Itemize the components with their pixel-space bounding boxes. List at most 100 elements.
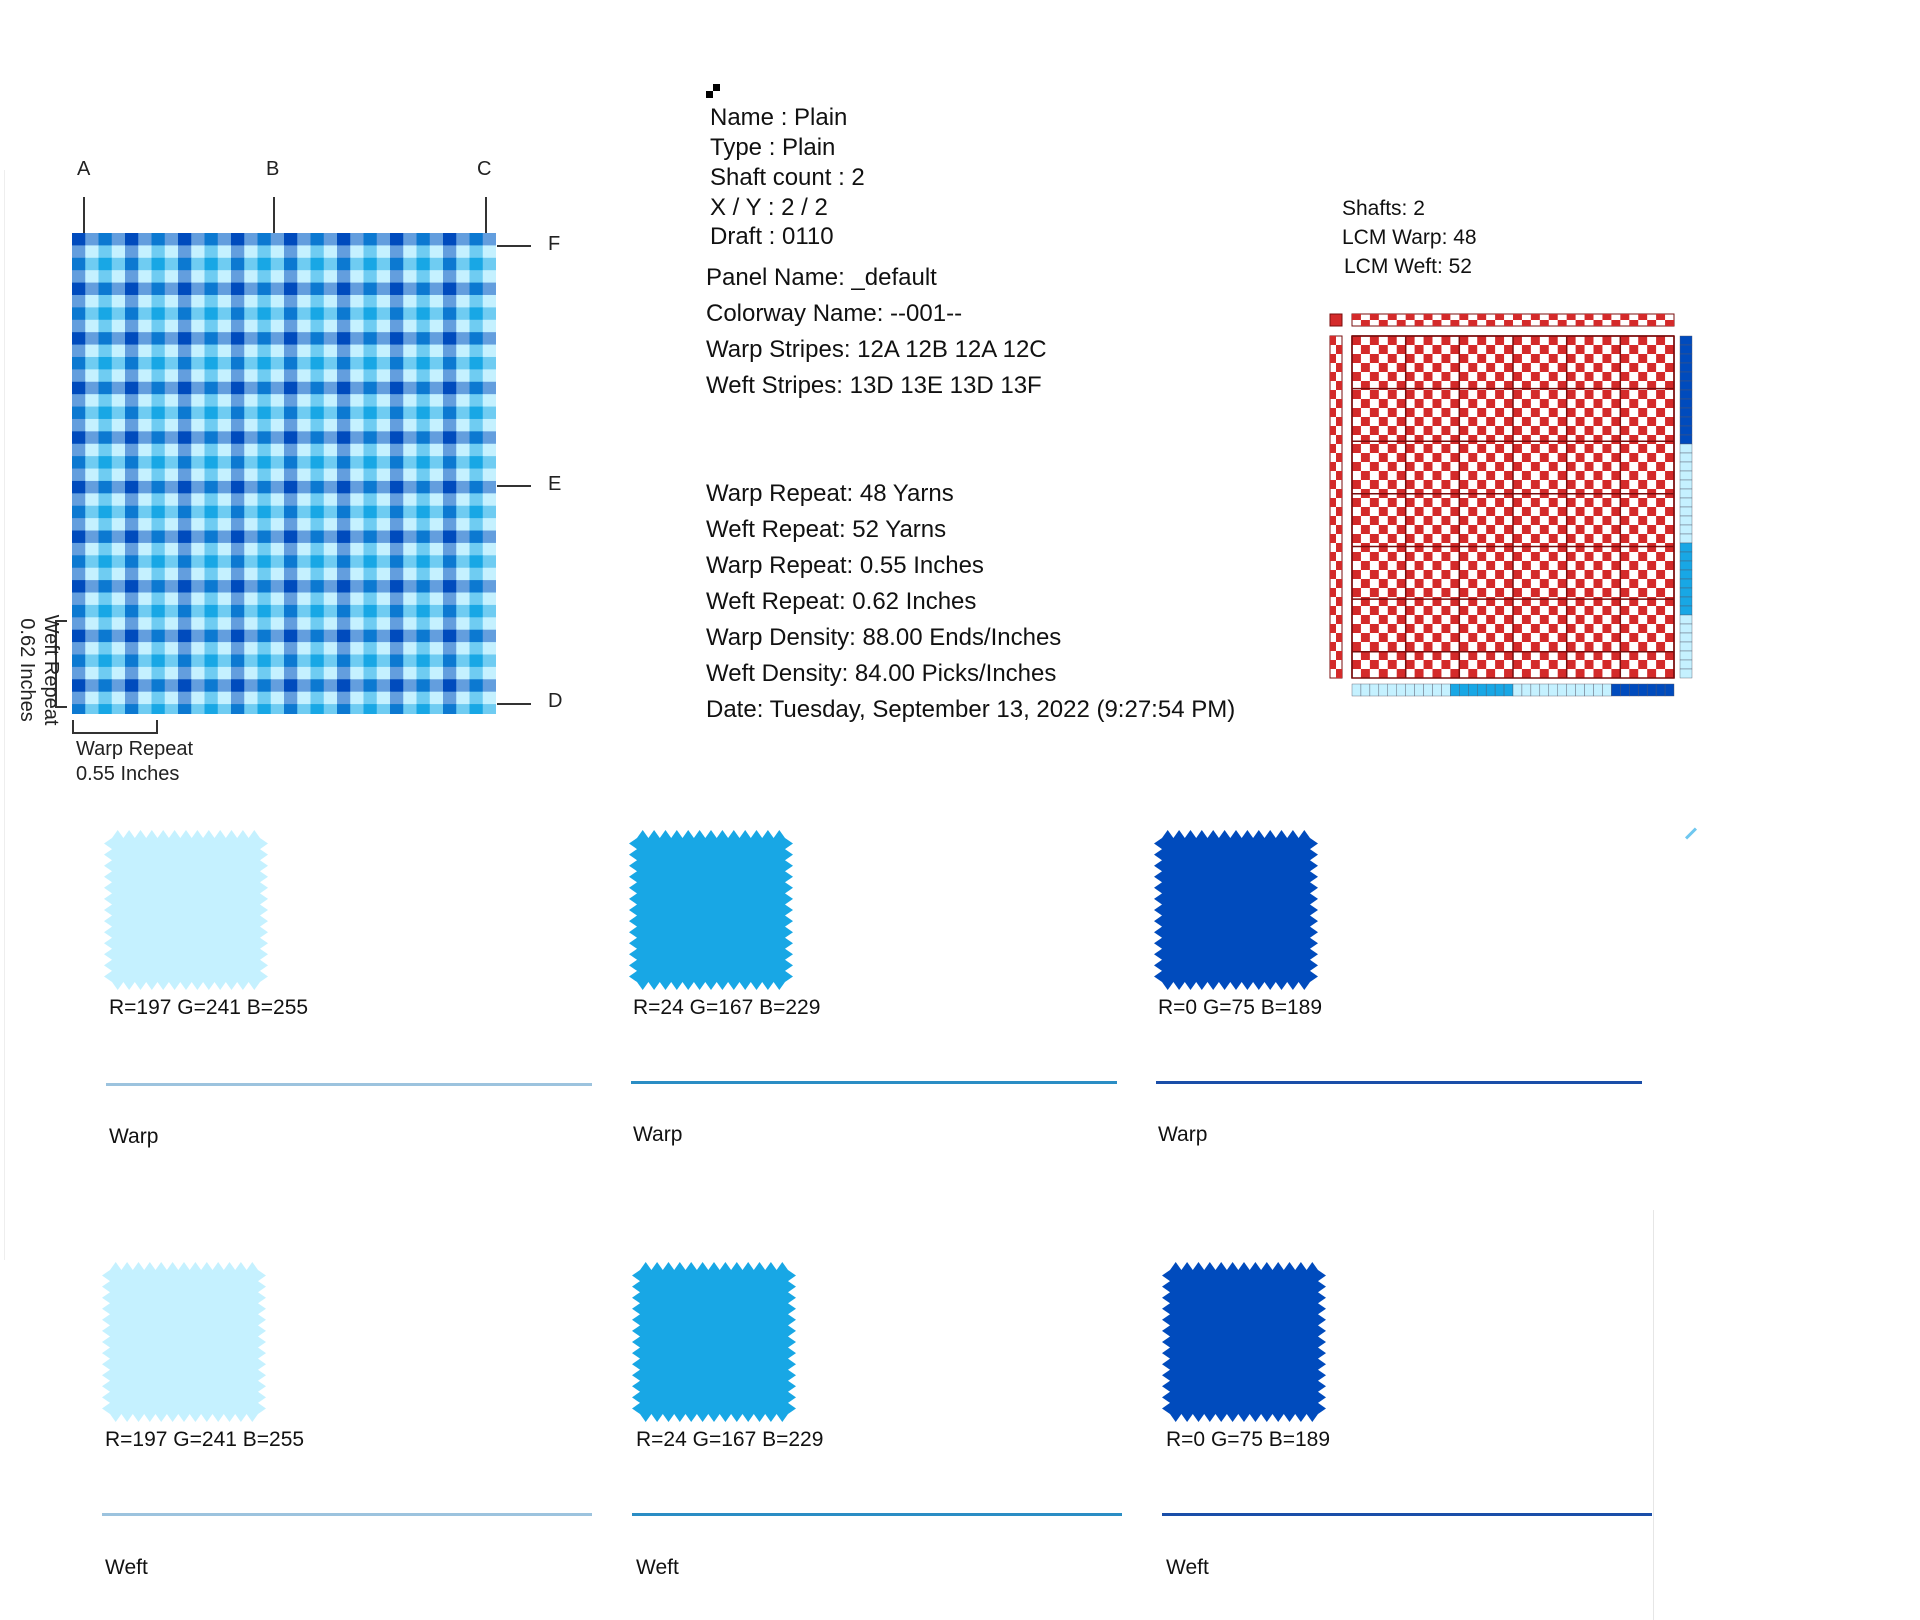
plaid-cell <box>85 394 99 408</box>
plaid-cell <box>191 282 205 296</box>
plaid-cell <box>270 555 285 569</box>
plaid-cell <box>416 679 431 693</box>
plaid-cell <box>244 369 258 383</box>
draft-cell <box>1665 381 1674 390</box>
swatch-shape <box>104 830 268 990</box>
plaid-cell <box>443 629 457 643</box>
draft-cell <box>1450 345 1460 354</box>
plaid-cell <box>125 530 139 544</box>
plaid-cell <box>204 480 219 494</box>
plaid-cell <box>310 555 325 569</box>
plaid-cell <box>429 567 444 581</box>
plaid-cell <box>429 679 444 693</box>
plaid-cell <box>111 319 126 333</box>
warp-label-2: Warp <box>633 1123 683 1146</box>
plaid-cell <box>310 468 325 482</box>
plaid-cell <box>257 245 272 259</box>
draft-cell <box>1504 345 1513 354</box>
draft-cell <box>1629 651 1639 660</box>
plaid-cell <box>191 418 205 432</box>
plaid-cell <box>111 642 126 655</box>
draft-cell <box>1629 435 1639 444</box>
plaid-cell <box>310 456 325 470</box>
draft-cell <box>1414 615 1424 624</box>
plaid-cell <box>72 431 86 445</box>
plaid-cell <box>429 592 444 606</box>
plaid-cell <box>111 480 126 494</box>
plaid-cell <box>164 642 179 655</box>
draft-cell <box>1557 435 1567 444</box>
weft-color-cell <box>1679 380 1693 391</box>
draft-cell <box>1584 552 1594 561</box>
draft-cell <box>1513 354 1522 363</box>
swatch-shape <box>102 1262 266 1422</box>
treadling-cell <box>1330 516 1336 525</box>
draft-cell <box>1593 543 1603 552</box>
weft-color-cell <box>1679 434 1693 445</box>
plaid-cell <box>390 282 404 296</box>
draft-cell <box>1530 606 1540 615</box>
plaid-cell <box>111 542 126 556</box>
plaid-cell <box>151 493 166 507</box>
plaid-cell <box>191 530 205 544</box>
plaid-cell <box>125 257 139 271</box>
plaid-cell <box>363 654 378 668</box>
draft-cell <box>1647 507 1657 516</box>
plaid-cell <box>482 704 496 714</box>
plaid-cell <box>429 406 444 420</box>
tick-e <box>497 485 531 487</box>
plaid-cell <box>138 369 152 383</box>
plaid-cell <box>98 691 113 705</box>
draft-cell <box>1405 462 1415 471</box>
draft-cell <box>1602 354 1612 363</box>
draft-cell <box>1468 435 1478 444</box>
draft-cell <box>1638 624 1648 633</box>
plaid-cell <box>390 307 404 321</box>
plaid-cell <box>416 245 431 259</box>
draft-cell <box>1369 408 1379 417</box>
plaid-cell <box>469 604 484 618</box>
draft-cell <box>1360 453 1370 462</box>
plaid-cell <box>297 369 311 383</box>
plaid-cell <box>337 431 351 445</box>
plaid-cell <box>297 530 311 544</box>
plaid-cell <box>257 394 272 408</box>
plaid-cell <box>125 642 139 655</box>
treadling-cell <box>1336 561 1342 570</box>
draft-cell <box>1468 507 1478 516</box>
draft-cell <box>1557 597 1567 606</box>
plaid-cell <box>337 617 351 631</box>
draft-cell <box>1593 597 1603 606</box>
plaid-cell <box>164 542 179 556</box>
draft-cell <box>1620 570 1630 579</box>
plaid-cell <box>151 319 166 333</box>
plaid-cell <box>164 369 179 383</box>
draft-cell <box>1414 363 1424 372</box>
threading-cell <box>1423 314 1433 320</box>
weft-color-cell <box>1679 389 1693 400</box>
draft-cell <box>1459 354 1469 363</box>
plaid-cell <box>403 679 417 693</box>
plaid-cell <box>178 555 192 569</box>
draft-cell <box>1656 624 1666 633</box>
draft-cell <box>1638 552 1648 561</box>
plaid-cell <box>231 542 245 556</box>
treadling-cell <box>1330 354 1336 363</box>
plaid-cell <box>164 431 179 445</box>
weft-rgb-1: R=197 G=241 B=255 <box>105 1428 305 1451</box>
fabric-label-c: C <box>477 158 492 180</box>
draft-cell <box>1620 588 1630 597</box>
plaid-cell <box>191 257 205 271</box>
plaid-cell <box>191 307 205 321</box>
plaid-cell <box>363 505 378 519</box>
draft-cell <box>1387 534 1397 543</box>
plaid-cell <box>297 666 311 680</box>
draft-cell <box>1378 471 1388 480</box>
plaid-cell <box>231 704 245 714</box>
plaid-cell <box>270 245 285 259</box>
draft-cell <box>1521 417 1531 426</box>
draft-cell <box>1584 354 1594 363</box>
draft-cell <box>1647 381 1657 390</box>
plaid-cell <box>456 604 470 618</box>
draft-cell <box>1521 633 1531 642</box>
